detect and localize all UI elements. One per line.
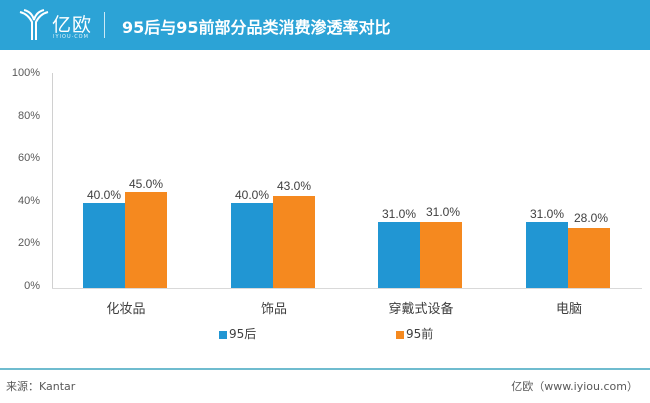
chart-title: 95后与95前部分品类消费渗透率对比 bbox=[122, 18, 391, 37]
bar-95hou-wearables bbox=[378, 222, 420, 288]
value-label: 31.0% bbox=[425, 205, 461, 219]
bar-95qian-computer bbox=[568, 228, 610, 288]
y-tick: 60% bbox=[17, 152, 40, 164]
y-tick: 40% bbox=[17, 195, 40, 207]
value-label: 28.0% bbox=[573, 211, 609, 225]
x-axis bbox=[52, 288, 642, 289]
y-tick: 80% bbox=[17, 110, 40, 122]
bar-chart: 100% 80% 60% 40% 20% 0% 40.0% 45.0% 40.0… bbox=[11, 67, 642, 341]
source-text: 来源：Kantar bbox=[6, 380, 76, 393]
x-category: 穿戴式设备 bbox=[388, 302, 454, 317]
logo-subtext: IYIOU·COM bbox=[53, 34, 89, 40]
value-label: 43.0% bbox=[276, 179, 312, 193]
credit-text: 亿欧（www.iyiou.com） bbox=[511, 380, 638, 393]
y-tick: 20% bbox=[17, 237, 40, 249]
y-tick: 0% bbox=[24, 280, 40, 292]
bar-95qian-wearables bbox=[420, 222, 462, 288]
x-category: 化妆品 bbox=[106, 302, 146, 317]
bar-95qian-accessories bbox=[273, 196, 315, 288]
x-category: 饰品 bbox=[260, 302, 287, 317]
header-divider bbox=[104, 12, 105, 38]
bar-95qian-cosmetics bbox=[125, 192, 167, 288]
y-axis bbox=[52, 73, 53, 288]
value-label: 40.0% bbox=[86, 188, 122, 202]
y-tick: 100% bbox=[11, 67, 40, 79]
x-category: 电脑 bbox=[555, 302, 582, 317]
legend-item-95qian: 95前 bbox=[396, 325, 433, 342]
bar-95hou-cosmetics bbox=[83, 203, 125, 288]
value-label: 40.0% bbox=[234, 188, 270, 202]
legend-swatch-icon bbox=[396, 330, 404, 339]
iyiou-logo-icon bbox=[19, 9, 49, 40]
value-label: 45.0% bbox=[128, 177, 164, 191]
value-label: 31.0% bbox=[381, 207, 417, 221]
value-label: 31.0% bbox=[529, 207, 565, 221]
footer-divider bbox=[0, 368, 650, 370]
bar-95hou-computer bbox=[526, 222, 568, 288]
legend-item-95hou: 95后 bbox=[219, 325, 256, 342]
logo-text: 亿欧 bbox=[52, 14, 93, 36]
bar-95hou-accessories bbox=[231, 203, 273, 288]
legend-swatch-icon bbox=[219, 330, 227, 339]
header-banner: 亿欧 IYIOU·COM 95后与95前部分品类消费渗透率对比 bbox=[0, 0, 650, 50]
